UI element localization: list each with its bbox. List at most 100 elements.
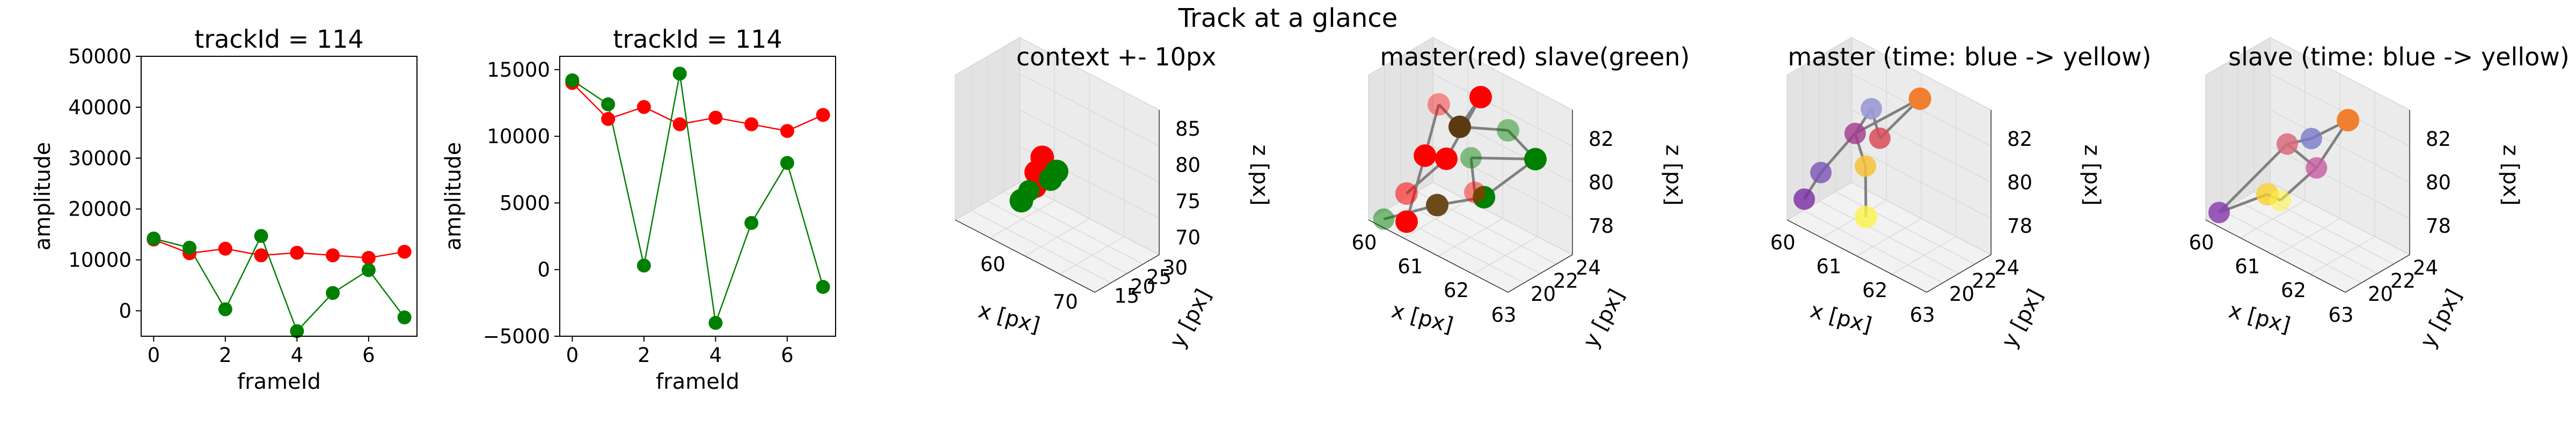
data-point-s0-6: [780, 124, 794, 138]
track-edge-12: [1469, 157, 1476, 193]
x-tick-label: 61: [1397, 255, 1423, 278]
y-axis-label: y [px]: [1578, 285, 1629, 352]
data-point-s1-3: [254, 229, 268, 243]
y-axis-line: [1507, 254, 1573, 293]
y-tick-label: 0: [537, 258, 550, 282]
x-axis-line: [955, 219, 1095, 293]
y-tick-label: 25: [1146, 266, 1172, 289]
scatter-point-7: [1448, 115, 1471, 138]
x-tick-label: 61: [2235, 255, 2260, 278]
track-edge-5: [1854, 97, 1921, 135]
x-tick-label: 62: [2281, 279, 2306, 302]
y-tick-label: 20: [1130, 275, 1155, 298]
x-axis-label: x [px]: [976, 298, 1043, 338]
x-tick-label: 6: [362, 344, 375, 367]
data-point-s0-5: [744, 117, 759, 131]
y-tick-label: 24: [1576, 256, 1601, 279]
x-tick-label: 60: [1770, 231, 1795, 254]
scatter-point-0: [1794, 188, 1815, 210]
z-tick-label: 78: [2426, 214, 2451, 238]
x-tick-label: 62: [1862, 279, 1887, 302]
grid-line: [1400, 201, 1541, 274]
y-axis-line: [1094, 254, 1160, 293]
scatter-point-1: [1810, 161, 1832, 183]
x-axis-line: [1368, 219, 1509, 293]
data-point-s1-0: [147, 231, 161, 246]
data-point-s1-5: [326, 286, 340, 300]
grid-line: [2270, 109, 2410, 183]
grid-line: [1059, 236, 1125, 275]
y-tick-label: 50000: [68, 45, 131, 68]
y-axis-label: y [px]: [2416, 285, 2467, 352]
chart-title: trackId = 114: [613, 25, 782, 54]
z-tick-label: 80: [2426, 171, 2451, 194]
x-axis-label: x [px]: [2226, 298, 2293, 338]
x-tick-label: 62: [1444, 279, 1469, 302]
z-tick-label: 78: [2007, 214, 2032, 238]
data-point-s1-1: [601, 97, 616, 112]
x-axis-line: [1787, 219, 1927, 293]
data-point-s1-6: [361, 263, 376, 277]
scatter-point-5: [1435, 147, 1458, 171]
data-point-s1-6: [780, 156, 794, 170]
y-tick-label: 20000: [68, 198, 131, 221]
y-tick-label: 24: [2413, 256, 2438, 279]
y-tick-label: 30000: [68, 147, 131, 170]
x-tick-label: 4: [709, 344, 722, 367]
chart-title: slave (time: blue -> yellow): [2228, 42, 2570, 71]
grid-line: [2237, 201, 2378, 274]
scatter-point-11: [1524, 147, 1547, 171]
scatter-point-2: [2301, 128, 2322, 150]
grid-line: [1891, 236, 1957, 275]
track-edge-0: [2218, 143, 2288, 214]
scatter-point-8: [1469, 86, 1492, 109]
scatter-point-4: [2306, 157, 2328, 179]
y-tick-label: 20: [2368, 283, 2393, 306]
z-axis-label: z [px]: [2498, 145, 2523, 206]
scatter-point-3: [1426, 194, 1448, 217]
y-tick-label: 5000: [500, 191, 550, 214]
x-tick-label: 60: [980, 253, 1005, 276]
y-tick-label: 22: [1972, 270, 1997, 293]
z-axis-label: z [px]: [2080, 145, 2104, 206]
grid-line: [1432, 73, 1573, 147]
x-tick-label: 6: [781, 344, 794, 367]
x-tick-label: 63: [2328, 304, 2353, 327]
scatter-point-2: [1844, 122, 1866, 144]
data-point-s1-5: [744, 216, 759, 230]
x-tick-label: 63: [1491, 304, 1516, 327]
scatter-point-3: [2337, 109, 2360, 132]
x-tick-label: 60: [2189, 231, 2214, 254]
z-tick-label: 82: [2007, 128, 2032, 151]
data-point-s0-1: [601, 112, 616, 126]
scatter-point-0: [2208, 202, 2230, 224]
grid-line: [1851, 73, 1992, 147]
y-tick-label: 22: [1553, 270, 1578, 293]
data-point-s0-6: [361, 250, 376, 265]
y-tick-label: 24: [1994, 256, 2019, 279]
data-point-s1-2: [218, 302, 232, 316]
z-tick-label: 82: [2426, 128, 2451, 151]
z-tick-label: 80: [2007, 171, 2032, 194]
chart-title: context +- 10px: [1016, 42, 1217, 71]
y-axis-line: [1926, 254, 1992, 293]
plot-frame: [141, 56, 418, 337]
x-tick-label: 61: [1816, 255, 1841, 278]
z-axis-label: z [px]: [1248, 145, 1272, 206]
data-point-s1-3: [672, 66, 687, 81]
y-tick-label: 20: [1949, 283, 1974, 306]
data-point-s1-4: [708, 316, 723, 330]
x-tick-label: 70: [1053, 291, 1078, 314]
x-axis-label: frameId: [237, 369, 321, 394]
z-tick-label: 80: [1175, 154, 1201, 177]
scatter-point-1: [2277, 133, 2298, 155]
data-point-s1-7: [397, 310, 412, 324]
grid-line: [987, 201, 1128, 274]
scatter-point-1: [1395, 210, 1418, 233]
x-tick-label: 0: [566, 344, 579, 367]
x-tick-label: 4: [291, 344, 304, 367]
x-axis-label: x [px]: [1389, 298, 1456, 338]
y-tick-label: 15: [1114, 285, 1139, 308]
